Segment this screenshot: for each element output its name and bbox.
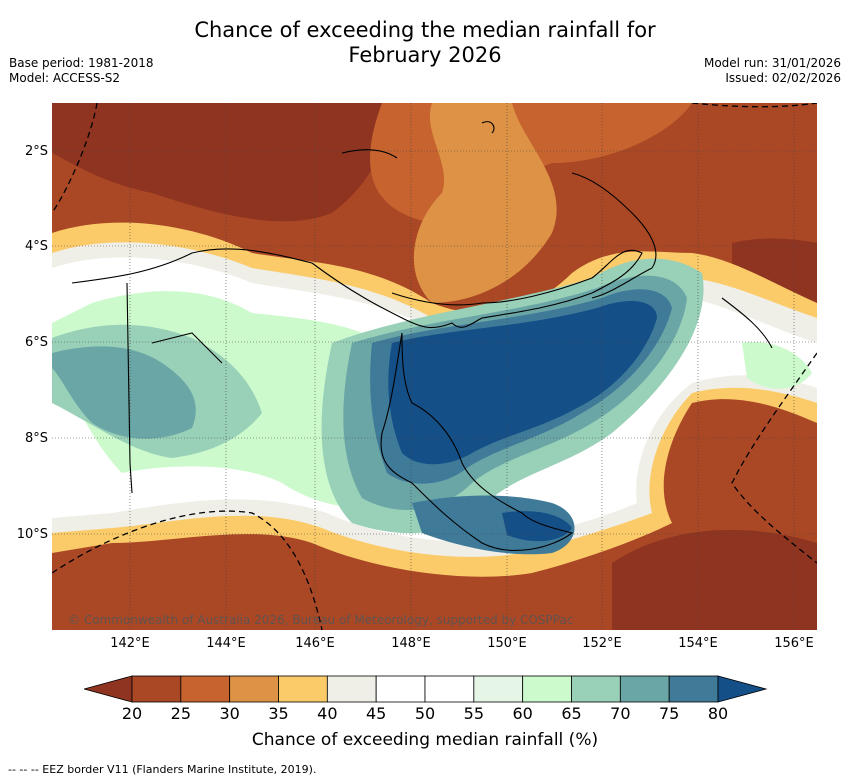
- lon-label: 142°E: [110, 636, 150, 651]
- colorbar-tick-label: 35: [268, 704, 289, 723]
- lat-label: 10°S: [16, 527, 48, 542]
- lon-label: 150°E: [487, 636, 527, 651]
- colorbar-segment: [131, 675, 182, 703]
- lon-label: 148°E: [391, 636, 431, 651]
- green-zone-east: [742, 342, 812, 389]
- colorbar-tick-label: 45: [365, 704, 387, 723]
- colorbar-segment: [571, 675, 621, 703]
- lon-label: 152°E: [582, 636, 622, 651]
- coastlines: [71, 121, 773, 551]
- colorbar-tick-label: 40: [317, 704, 338, 723]
- gridlines: [52, 103, 817, 630]
- new-guinea-coast: [71, 248, 643, 551]
- png-border: [126, 282, 223, 494]
- colorbar-tick-label: 70: [610, 704, 631, 723]
- base-info: Base period: 1981-2018 Model: ACCESS-S2: [9, 56, 154, 86]
- issued-date: Issued: 02/02/2026: [725, 71, 841, 85]
- lat-label: 6°S: [24, 335, 48, 350]
- colorbar-tick-label: 65: [561, 704, 582, 723]
- lat-label: 2°S: [24, 144, 48, 159]
- map-title: Chance of exceeding the median rainfall …: [0, 18, 850, 68]
- teal-dark-west: [52, 346, 196, 439]
- title-line-1: Chance of exceeding the median rainfall …: [194, 18, 656, 42]
- copyright-notice: © Commonwealth of Australia 2026, Bureau…: [68, 613, 574, 627]
- colorbar-segment: [326, 675, 377, 703]
- colorbar-segment: [229, 675, 279, 703]
- wet-core-south: [502, 511, 572, 542]
- colorbar-segment: [424, 675, 475, 703]
- colorbar-segment: [668, 675, 719, 703]
- light-orange-band: [413, 103, 557, 303]
- colorbar-tick-label: 30: [219, 704, 240, 723]
- model-run: Model run: 31/01/2026: [703, 56, 841, 70]
- new-britain-coast: [571, 172, 657, 299]
- colorbar-tick-label: 55: [463, 704, 484, 723]
- colorbar-tick-label: 25: [170, 704, 191, 723]
- dry-region-north: [52, 103, 385, 222]
- lat-label: 8°S: [24, 431, 48, 446]
- colorbar-segment: [473, 675, 524, 703]
- colorbar-segment: [619, 675, 670, 703]
- colorbar-tick-label: 75: [658, 704, 680, 723]
- lon-label: 144°E: [206, 636, 246, 651]
- lat-label: 4°S: [24, 239, 48, 254]
- colorbar-high-arrow: [717, 675, 768, 703]
- bougainville: [721, 297, 773, 349]
- colorbar-tick-label: 60: [512, 704, 533, 723]
- rainfall-map: [52, 103, 817, 630]
- title-line-2: February 2026: [348, 43, 502, 67]
- colorbar-segment: [522, 675, 572, 703]
- lon-label: 146°E: [295, 636, 335, 651]
- colorbar-segment: [278, 675, 328, 703]
- colorbar-segment: [180, 675, 231, 703]
- colorbar-tick-label: 20: [121, 704, 143, 723]
- colorbar-segment: [375, 675, 426, 703]
- run-info: Model run: 31/01/2026 Issued: 02/02/2026: [704, 56, 841, 86]
- eez-borders: [52, 103, 817, 630]
- colorbar-tick-label: 80: [707, 704, 729, 723]
- eez-footnote: -- -- -- EEZ border V11 (Flanders Marine…: [8, 763, 317, 776]
- islands-north: [341, 121, 495, 159]
- colorbar-low-arrow: [84, 675, 133, 703]
- colorbar: [84, 675, 768, 703]
- colorbar-tick-label: 50: [414, 704, 436, 723]
- lon-label: 154°E: [678, 636, 718, 651]
- base-period: Base period: 1981-2018: [9, 56, 154, 70]
- colorbar-segments: [131, 675, 719, 703]
- model-name: Model: ACCESS-S2: [9, 71, 121, 85]
- dry-region-south: [612, 529, 817, 630]
- lon-label: 156°E: [774, 636, 814, 651]
- colorbar-title: Chance of exceeding median rainfall (%): [251, 730, 599, 750]
